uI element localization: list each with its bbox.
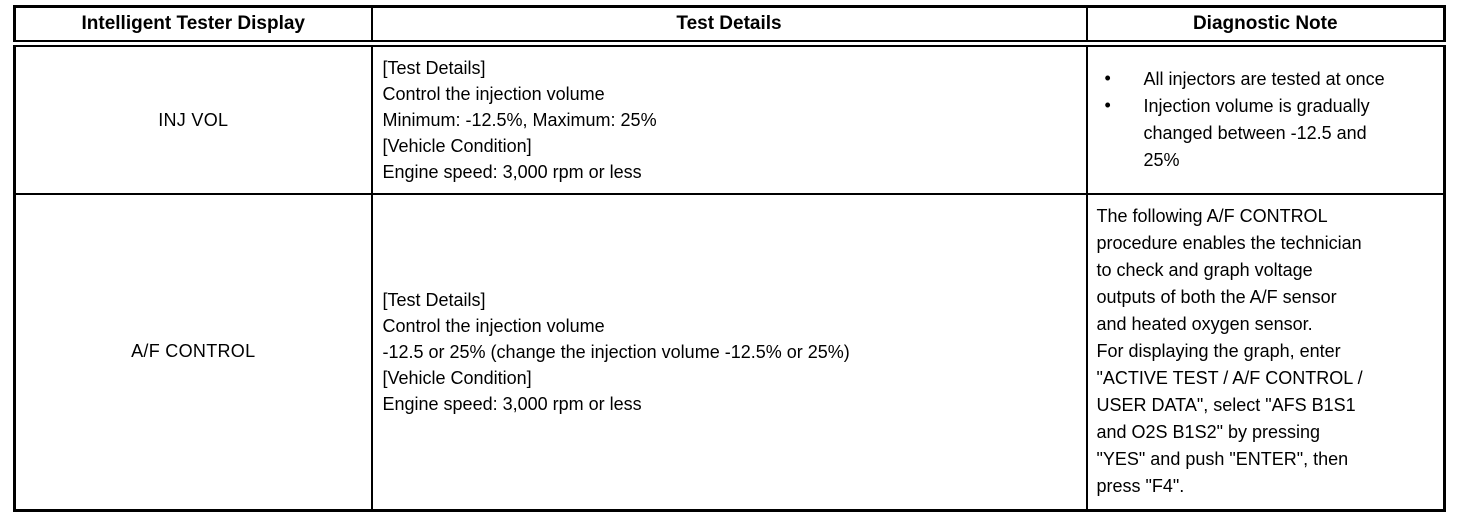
test-details-line: Engine speed: 3,000 rpm or less [382,162,642,182]
bullet-item: • All injectors are tested at once [1097,66,1435,93]
test-details-line: Control the injection volume [382,84,605,104]
bullet-item: • Injection volume is gradually changed … [1097,93,1435,174]
header-test-details: Test Details [370,5,1088,47]
test-details-line: Minimum: -12.5%, Maximum: 25% [382,110,657,130]
test-details-line: -12.5 or 25% (change the injection volum… [382,341,850,362]
cell-test-details-inj-vol: [Test Details] Control the injection vol… [370,42,1088,195]
note-line: changed between -12.5 and [1143,123,1367,143]
cell-diagnostic-note-af-control: The following A/F CONTROL procedure enab… [1085,193,1446,511]
bullet-icon: • [1104,68,1111,88]
table-row-inj-vol: INJ VOL [Test Details] Control the injec… [13,42,1446,195]
table-row-af-control: A/F CONTROL [Test Details] Control the i… [13,193,1446,511]
note-line: "YES" and push "ENTER", then [1096,449,1349,470]
test-details-line: [Vehicle Condition] [382,136,532,156]
bullet-icon: • [1104,95,1111,115]
note-line: All injectors are tested at once [1143,69,1385,89]
test-details-line: Control the injection volume [382,315,605,336]
note-line: to check and graph voltage [1096,260,1313,281]
test-details-line: [Test Details] [382,289,486,310]
note-line: procedure enables the technician [1096,233,1362,254]
note-line: and O2S B1S2" by pressing [1096,422,1321,443]
note-line: USER DATA", select "AFS B1S1 [1096,395,1356,416]
note-line: The following A/F CONTROL [1096,206,1328,227]
test-details-line: [Test Details] [382,58,486,78]
note-line: press "F4". [1096,476,1185,497]
diagnostic-test-table: Intelligent Tester Display Test Details … [13,5,1446,512]
note-line: outputs of both the A/F sensor [1096,287,1337,308]
cell-tester-display-inj-vol: INJ VOL [13,42,373,195]
test-details-line: Engine speed: 3,000 rpm or less [382,393,642,414]
cell-test-details-af-control: [Test Details] Control the injection vol… [370,193,1088,511]
header-row: Intelligent Tester Display Test Details … [13,5,1446,47]
cell-diagnostic-note-inj-vol: • All injectors are tested at once • Inj… [1085,42,1446,195]
note-line: "ACTIVE TEST / A/F CONTROL / [1096,368,1363,389]
test-details-line: [Vehicle Condition] [382,367,532,388]
note-line: and heated oxygen sensor. [1096,314,1313,335]
cell-tester-display-af-control: A/F CONTROL [13,193,373,511]
note-line: For displaying the graph, enter [1096,341,1341,362]
note-line: Injection volume is gradually [1143,96,1370,116]
note-line: 25% [1143,150,1180,170]
header-intelligent-tester-display: Intelligent Tester Display [13,5,373,47]
header-diagnostic-note: Diagnostic Note [1085,5,1446,47]
